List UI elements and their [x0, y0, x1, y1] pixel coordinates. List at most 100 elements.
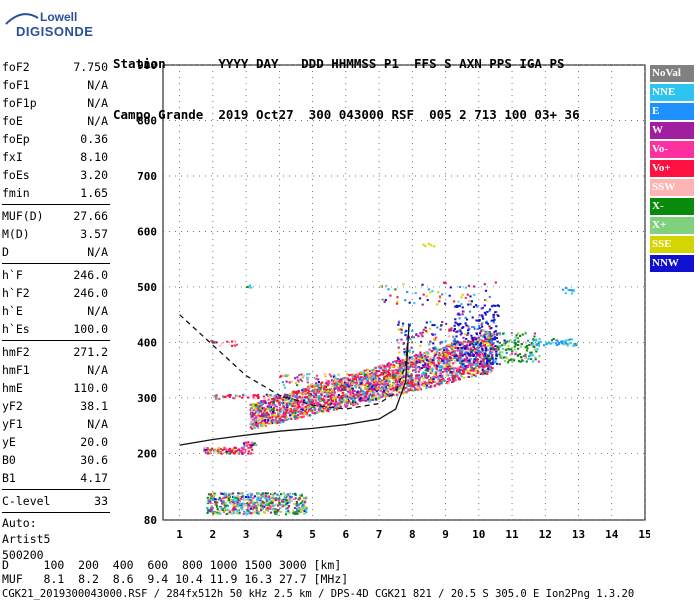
echo-point [407, 388, 410, 391]
echo-point [430, 363, 433, 366]
echo-point [394, 360, 397, 363]
echo-point [452, 357, 455, 360]
echo-point [315, 374, 319, 377]
echo-point [402, 388, 405, 391]
param-value: 7.750 [73, 60, 108, 74]
echo-point [261, 406, 264, 409]
echo-point [422, 357, 425, 359]
echo-point [448, 360, 451, 363]
echo-point [330, 396, 333, 399]
echo-point [393, 385, 396, 387]
echo-point [243, 448, 246, 451]
echo-point [299, 397, 302, 400]
echo-point [343, 383, 346, 386]
echo-point [466, 333, 469, 336]
echo-point [241, 507, 244, 510]
echo-point [225, 508, 228, 511]
auto-label: Auto: [2, 516, 37, 530]
param-key: yF2 [2, 399, 23, 413]
echo-point [426, 369, 429, 372]
echo-point [226, 394, 229, 397]
echo-point [375, 390, 378, 393]
echo-point [438, 295, 441, 298]
echo-point [375, 369, 378, 372]
echo-point [417, 382, 420, 385]
echo-point [456, 323, 460, 326]
echo-point [408, 385, 411, 387]
echo-point [494, 281, 497, 284]
echo-point [383, 383, 386, 386]
echo-point [218, 498, 221, 501]
echo-point [222, 510, 226, 513]
echo-point [255, 508, 258, 511]
echo-point [309, 394, 312, 397]
echo-point [397, 320, 401, 323]
echo-point [394, 288, 397, 291]
echo-point [439, 328, 442, 331]
echo-point [394, 364, 397, 367]
echo-point [430, 244, 433, 247]
footer-info: D 100 200 400 600 800 1000 1500 3000 [km… [2, 558, 634, 601]
echo-point [565, 342, 568, 345]
echo-point [538, 355, 541, 358]
echo-point [473, 293, 476, 296]
echo-point [426, 351, 429, 354]
echo-point [429, 291, 432, 294]
echo-point [492, 359, 495, 362]
echo-point [295, 509, 299, 512]
echo-point [389, 294, 392, 297]
echo-point [382, 394, 385, 397]
echo-point [265, 499, 269, 502]
param-key: foF1p [2, 96, 37, 110]
echo-point [335, 380, 338, 383]
echo-point [462, 363, 466, 366]
echo-point [480, 352, 483, 355]
x-tick-label: 5 [309, 528, 316, 541]
echo-point [400, 374, 403, 377]
echo-point [274, 508, 277, 510]
echo-point [215, 498, 218, 501]
echo-point [416, 377, 419, 380]
echo-point [278, 395, 281, 398]
echo-point [424, 358, 427, 360]
echo-point [251, 417, 254, 420]
echo-point [333, 407, 336, 410]
echo-point [486, 344, 489, 347]
echo-point [527, 358, 530, 360]
echo-point [352, 395, 355, 398]
echo-point [463, 347, 467, 350]
electron-density-profile-line [179, 325, 410, 446]
echo-point [494, 304, 497, 307]
echo-point [331, 405, 335, 408]
echo-point [318, 394, 321, 397]
echo-point [292, 402, 295, 405]
echo-point [432, 362, 435, 365]
echo-point [481, 366, 484, 369]
echo-point [420, 333, 423, 336]
echo-point [233, 339, 236, 342]
echo-point [222, 497, 225, 500]
echo-point [411, 379, 414, 381]
echo-point [297, 508, 300, 510]
echo-point [262, 493, 265, 496]
echo-point [537, 342, 540, 345]
echo-point [451, 348, 454, 351]
echo-point [301, 389, 304, 392]
echo-point [485, 338, 489, 340]
echo-point [294, 511, 297, 514]
echo-point [226, 340, 229, 343]
echo-point [270, 400, 273, 403]
echo-point [491, 354, 494, 357]
echo-point [248, 284, 251, 287]
echo-point [487, 332, 490, 335]
echo-point [481, 347, 484, 350]
echo-point [425, 359, 428, 362]
echo-point [285, 495, 288, 498]
echo-point [462, 368, 465, 371]
echo-point [267, 415, 270, 418]
echo-point [342, 391, 345, 394]
echo-point [238, 496, 241, 499]
echo-point [417, 375, 420, 378]
echo-point [304, 391, 308, 394]
echo-point [301, 396, 304, 399]
